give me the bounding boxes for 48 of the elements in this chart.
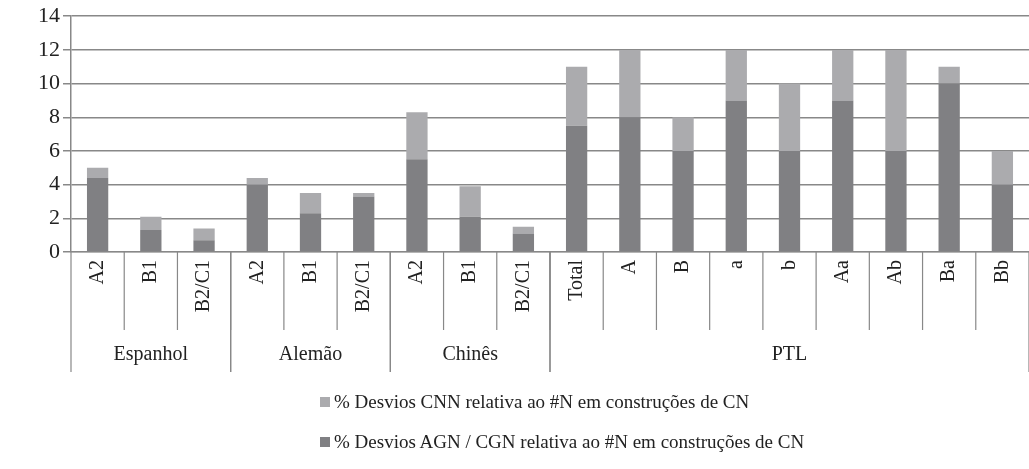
bar [459,186,481,217]
x-tick-label: Ba [936,259,959,283]
text: Chinês [442,342,499,365]
x-tick-label: Bb [989,260,1012,284]
x-tick-label: A2 [84,260,107,285]
legend-label: % Desvios CNN relativa ao #N em construções de CN [334,391,750,413]
bar [140,216,162,231]
x-tick-label: B [670,260,693,274]
x-tick-label: A2 [244,260,267,285]
bar [619,49,641,118]
bar [991,150,1014,185]
bar [885,49,907,151]
x-tick-label: B1 [297,260,320,284]
y-tick-label: 14 [38,1,60,27]
y-tick-label: 2 [49,204,60,230]
bar [938,66,960,84]
text: Alemão [278,342,343,365]
x-tick-label: B2/C1 [350,260,373,313]
x-tick-label: B1 [138,260,161,284]
bar [832,49,854,101]
legend-label: % Desvios AGN / CGN relativa ao #N em construções de CN [334,431,805,453]
y-tick-label: 10 [38,69,60,95]
bar [565,66,588,126]
x-tick-label: B1 [457,260,480,284]
text: PTL [771,342,808,365]
x-tick-label: A2 [404,260,427,285]
bar [406,112,428,160]
x-tick-label: B2/C1 [191,260,214,313]
y-tick-label: 6 [49,136,60,162]
y-tick-label: 12 [38,35,60,61]
bar [193,228,215,241]
x-tick-label: Aa [829,259,852,284]
x-tick-label: a [723,259,746,269]
y-tick-label: 4 [49,170,60,196]
x-tick-label: B2/C1 [510,260,533,313]
bar [86,167,109,178]
x-tick-label: b [776,260,799,270]
bar [246,177,268,185]
x-tick-label: A [617,259,640,275]
x-tick-label: Total [563,259,586,301]
bar [672,117,694,151]
bar [299,193,322,214]
y-tick-label: 0 [49,237,60,263]
bar [778,83,801,151]
text: Espanhol [113,342,189,366]
x-tick-label: Ab [883,260,906,285]
bar [725,49,747,101]
y-tick-label: 8 [49,103,60,129]
